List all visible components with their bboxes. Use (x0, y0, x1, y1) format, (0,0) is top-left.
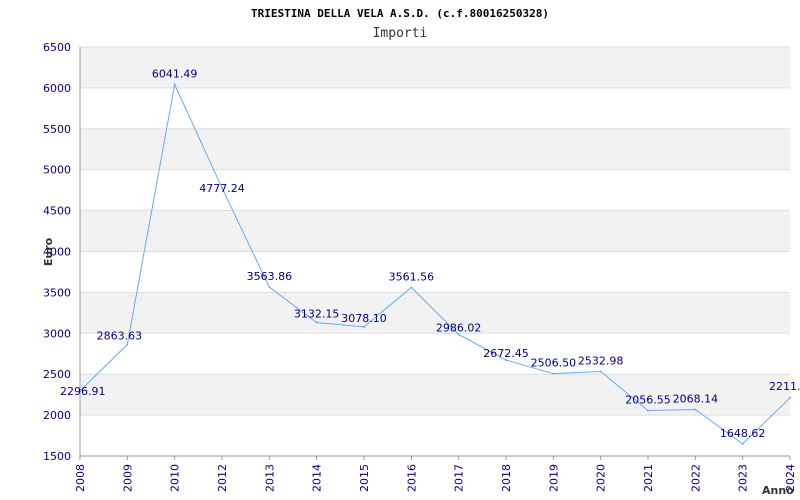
x-tick-label: 2021 (642, 464, 655, 492)
x-tick-label: 2012 (216, 464, 229, 492)
y-tick-label: 2500 (43, 368, 71, 381)
data-point (457, 333, 460, 336)
data-point (410, 286, 413, 289)
x-tick-label: 2022 (689, 464, 702, 492)
plot-band (80, 333, 790, 375)
data-label: 2068.14 (673, 393, 719, 406)
data-point (79, 389, 81, 392)
data-labels: 2296.91 2863.63 6041.49 4777.24 3563.86 3132.… (60, 68, 800, 440)
plot-band (80, 374, 790, 416)
data-point (268, 286, 271, 289)
data-point (647, 409, 649, 412)
y-tick-label: 3500 (43, 286, 71, 299)
x-tick-label: 2010 (169, 464, 182, 492)
x-tick-label: 2013 (263, 464, 276, 492)
data-point (173, 83, 176, 86)
data-label: 3561.56 (389, 270, 435, 283)
y-tick-label: 2000 (43, 409, 71, 422)
y-axis-label: Euro (42, 237, 55, 266)
data-label: 2672.45 (483, 347, 529, 360)
data-point (126, 343, 129, 346)
data-point (315, 321, 318, 324)
data-label: 2056.55 (625, 393, 671, 406)
chart-subtitle: Importi (373, 26, 428, 41)
x-tick-label: 2018 (500, 464, 513, 492)
data-label: 4777.24 (199, 182, 245, 195)
data-label: 2296.91 (60, 385, 106, 398)
x-axis-ticks: 2008 2009 2010 2012 2013 2014 2015 2016 2017 2018… (74, 456, 797, 492)
y-tick-label: 4500 (43, 205, 71, 218)
data-label: 3132.15 (294, 307, 340, 320)
y-tick-label: 5000 (43, 164, 71, 177)
y-tick-label: 1500 (43, 450, 71, 463)
y-tick-label: 5500 (43, 123, 71, 136)
data-label: 3563.86 (247, 270, 293, 283)
x-axis-label: Anno (762, 484, 794, 497)
series-line-group (79, 82, 791, 445)
x-tick-label: 2015 (358, 464, 371, 492)
plot-band (80, 87, 790, 129)
data-label: 2986.02 (436, 321, 482, 334)
data-label: 2863.63 (97, 329, 143, 342)
data-point (363, 325, 365, 328)
data-label: 6041.49 (152, 68, 198, 81)
x-tick-label: 2008 (74, 464, 87, 492)
y-tick-label: 6000 (43, 82, 71, 95)
plot-band (80, 292, 790, 334)
data-label: 2506.50 (531, 357, 577, 370)
data-point (599, 370, 602, 373)
data-label: 1648.62 (720, 427, 766, 440)
plot-background (80, 47, 790, 456)
data-label: 3078.10 (341, 312, 387, 325)
x-tick-label: 2009 (121, 464, 134, 492)
data-point (694, 408, 697, 411)
x-tick-label: 2019 (547, 464, 560, 492)
x-tick-label: 2020 (595, 464, 608, 492)
gridlines (79, 46, 790, 457)
plot-band (80, 169, 790, 211)
y-tick-label: 3000 (43, 327, 71, 340)
y-tick-label: 6500 (43, 41, 71, 54)
data-label: 2211.5 (769, 380, 800, 393)
y-axis-ticks: 1500 2000 2500 3000 3500 4000 4500 5000 5500 6000… (43, 41, 71, 463)
data-point (741, 442, 744, 445)
data-point (505, 359, 507, 362)
plot-band (80, 47, 790, 88)
plot-band (80, 210, 790, 252)
x-tick-label: 2017 (453, 464, 466, 492)
plot-band (80, 251, 790, 293)
x-tick-label: 2014 (311, 464, 324, 492)
data-label: 2532.98 (578, 355, 624, 368)
plot-band (80, 415, 790, 456)
plot-band (80, 128, 790, 170)
chart-title: TRIESTINA DELLA VELA A.S.D. (c.f.8001625… (251, 7, 549, 20)
x-tick-label: 2016 (405, 464, 418, 492)
data-point (221, 186, 223, 189)
data-point (789, 396, 791, 399)
x-tick-label: 2024 (784, 464, 797, 492)
series-line (79, 82, 791, 445)
y-tick-label: 4000 (43, 246, 71, 259)
data-point (552, 372, 555, 375)
x-tick-label: 2023 (737, 464, 750, 492)
